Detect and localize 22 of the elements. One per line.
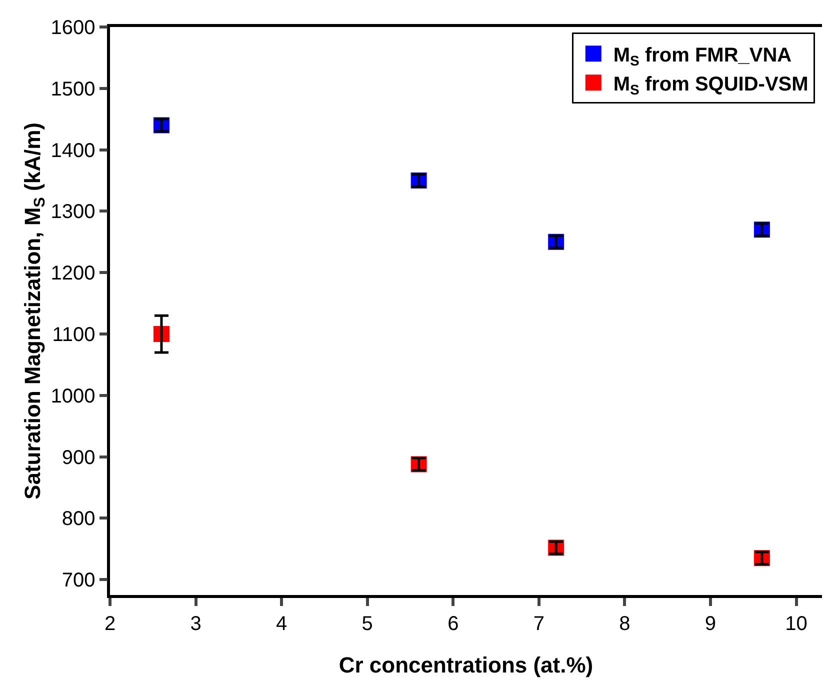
- y-tick-label: 1300: [50, 201, 96, 224]
- y-tick-label: 1100: [52, 324, 96, 346]
- x-tick-label: 7: [533, 612, 544, 635]
- y-tick-label: 800: [62, 508, 96, 530]
- x-tick-label: 10: [785, 612, 808, 635]
- x-axis-title: Cr concentrations (at.%): [338, 652, 594, 678]
- x-tick-label: 4: [276, 612, 288, 635]
- x-tick-label: 2: [104, 612, 116, 635]
- y-tick-label: 1500: [50, 78, 96, 100]
- y-tick-label: 1400: [50, 140, 96, 162]
- legend-label: M$_{S}$ from FMR_VNA: [613, 44, 792, 69]
- legend-label: M$_{S}$ from SQUID-VSM: [613, 73, 808, 98]
- x-tick-label: 6: [448, 612, 459, 635]
- y-tick-label: 1600: [50, 17, 96, 39]
- x-tick-label: 5: [362, 612, 373, 635]
- x-tick-label: 8: [619, 612, 630, 635]
- y-tick-label: 1200: [50, 262, 96, 285]
- y-tick-label: 700: [62, 570, 96, 592]
- y-tick-label: 1000: [50, 385, 96, 408]
- y-tick-label: 900: [62, 446, 96, 469]
- x-tick-label: 3: [190, 612, 202, 635]
- x-tick-label: 9: [704, 612, 716, 635]
